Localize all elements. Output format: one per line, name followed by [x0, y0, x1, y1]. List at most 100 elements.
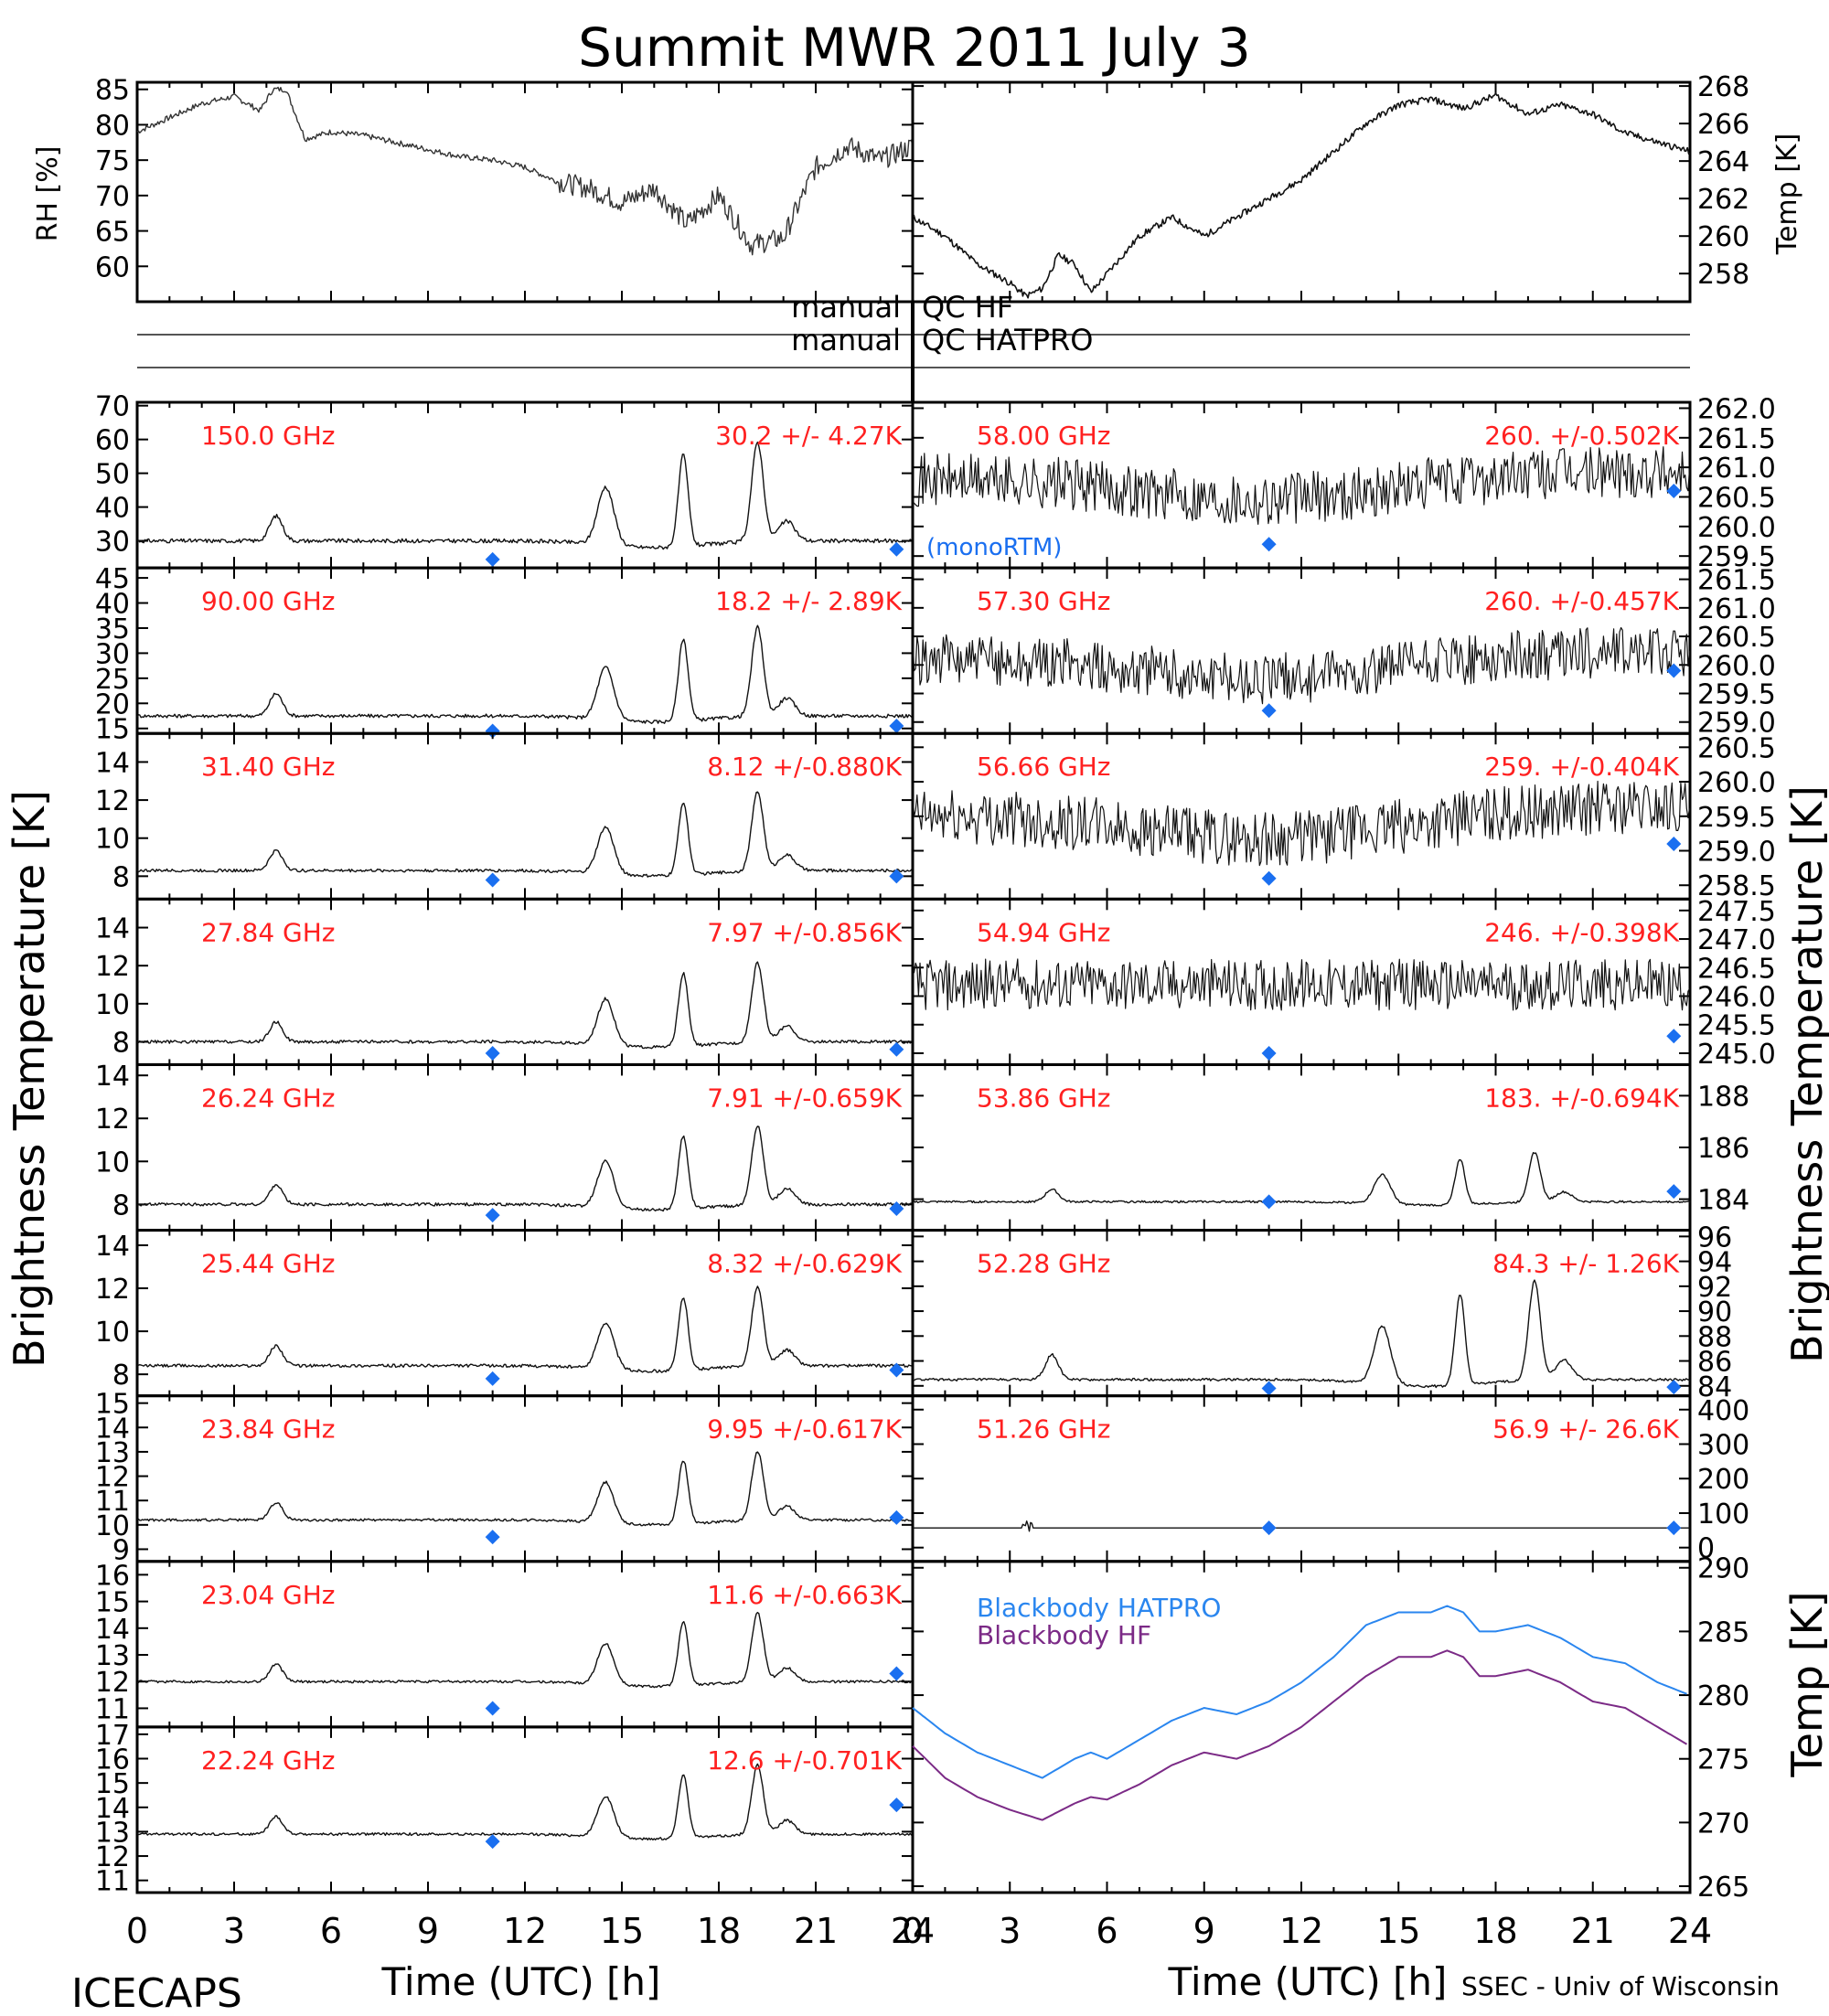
temp_air-ytick-label: 258 [1697, 259, 1749, 291]
x-tick-label-left: 24 [891, 1911, 935, 1951]
tb_23_04-ytick-label: 11 [95, 1693, 130, 1725]
rh-ytick-label: 60 [95, 251, 130, 283]
tb_90-ytick-label: 40 [95, 589, 130, 621]
tb_52_28-stats-label: 84.3 +/- 1.26K [1492, 1249, 1679, 1279]
tb_53_86-stats-label: 183. +/-0.694K [1484, 1083, 1679, 1113]
temp_air-ytick-label: 262 [1697, 184, 1749, 216]
tb_90-ytick-label: 35 [95, 613, 130, 645]
tb_26-freq-label: 26.24 GHz [201, 1083, 336, 1113]
tb_57_30-model-marker [1666, 663, 1682, 678]
tb_51_26-series-line [913, 1520, 1690, 1532]
tb_27-ytick-label: 12 [95, 951, 130, 983]
tb_23_84-ytick-label: 13 [95, 1437, 130, 1469]
tb_58-model-marker [1261, 537, 1277, 552]
tb_27-stats-label: 7.97 +/-0.856K [707, 917, 902, 947]
tb_58-ytick-label: 262.0 [1697, 393, 1776, 425]
tb_90-series-line [136, 624, 914, 724]
tb_90-ytick-label: 45 [95, 563, 130, 595]
tb_25-series-line [136, 1285, 914, 1373]
tb_22-ytick-label: 13 [95, 1817, 130, 1849]
x-tick-label-right: 18 [1473, 1911, 1517, 1951]
tb_54_94-ytick-label: 245.5 [1697, 1010, 1776, 1042]
tb_31-ytick-label: 8 [112, 861, 130, 893]
footer-right: SSEC - Univ of Wisconsin [1461, 1971, 1780, 2001]
x-tick-label-right: 0 [902, 1911, 924, 1951]
tb_27-model-marker [485, 1045, 500, 1061]
x-tick-label-left: 3 [223, 1911, 245, 1951]
temp_air-ytick-label: 268 [1697, 71, 1749, 103]
tb_54_94-ytick-label: 246.5 [1697, 953, 1776, 985]
tb_22-freq-label: 22.24 GHz [201, 1745, 336, 1776]
tb_58-ytick-label: 260.0 [1697, 512, 1776, 544]
tb_31-freq-label: 31.40 GHz [201, 752, 336, 782]
x-tick-label-left: 12 [503, 1911, 547, 1951]
tb_150-series-line [136, 441, 914, 550]
tb_90-ytick-label: 20 [95, 688, 130, 720]
tb_22-ytick-label: 12 [95, 1841, 130, 1873]
tb_51_26-freq-label: 51.26 GHz [977, 1414, 1111, 1445]
tb_90-model-marker [889, 718, 904, 733]
tb_23_84-model-marker [485, 1530, 500, 1545]
x-tick-label-left: 6 [320, 1911, 342, 1951]
tb_52_28-series-line [912, 1279, 1691, 1389]
tb_56_66-series-line [912, 780, 1691, 867]
tb_23_84-series-line [136, 1451, 914, 1527]
tb_57_30-stats-label: 260. +/-0.457K [1484, 586, 1679, 616]
tb_26-model-marker [485, 1208, 500, 1223]
x-tick-label-left: 9 [417, 1911, 439, 1951]
tb_23_04-stats-label: 11.6 +/-0.663K [707, 1580, 902, 1610]
tb_51_26-model-marker [1261, 1520, 1277, 1536]
tb_22-model-marker [889, 1797, 904, 1813]
tb_54_94-ytick-label: 247.5 [1697, 896, 1776, 928]
tb_54_94-series-line [912, 958, 1691, 1011]
footer-left: ICECAPS [71, 1970, 242, 2011]
tb_56_66-stats-label: 259. +/-0.404K [1484, 752, 1679, 782]
tb_23_84-model-marker [889, 1509, 904, 1525]
tb_53_86-ytick-label: 188 [1697, 1081, 1749, 1113]
tb_57_30-series-line [912, 626, 1691, 705]
blackbody-legend-0: Blackbody HATPRO [977, 1593, 1221, 1623]
tb_56_66-freq-label: 56.66 GHz [977, 752, 1111, 782]
x-tick-label-left: 18 [697, 1911, 741, 1951]
tb_53_86-series-line [912, 1151, 1691, 1207]
tb_52_28-ytick-label: 88 [1697, 1321, 1732, 1353]
tb_23_04-freq-label: 23.04 GHz [201, 1580, 336, 1610]
qc-row-label: manual [791, 323, 901, 357]
blackbody-legend-1: Blackbody HF [977, 1620, 1151, 1650]
tb_150-ytick-label: 40 [95, 493, 130, 525]
x-tick-label-right: 12 [1279, 1911, 1323, 1951]
temp_air-ytick-label: 260 [1697, 221, 1749, 253]
x-tick-label-right: 3 [999, 1911, 1021, 1951]
tb_150-ytick-label: 30 [95, 527, 130, 559]
tb_26-stats-label: 7.91 +/-0.659K [707, 1083, 902, 1113]
tb_58-ytick-label: 261.5 [1697, 423, 1776, 455]
tb_150-ytick-label: 50 [95, 459, 130, 491]
tb_23_04-ytick-label: 16 [95, 1560, 130, 1592]
tb_25-ytick-label: 8 [112, 1360, 130, 1392]
tb_150-stats-label: 30.2 +/- 4.27K [715, 421, 902, 451]
tb_57_30-ytick-label: 259.5 [1697, 679, 1776, 711]
tb_27-ytick-label: 10 [95, 989, 130, 1021]
blackbody-ytick-label: 275 [1697, 1744, 1749, 1776]
tb_90-ytick-label: 30 [95, 638, 130, 670]
tb_56_66-model-marker [1666, 836, 1682, 851]
blackbody-ytick-label: 290 [1697, 1553, 1749, 1585]
tb_57_30-ytick-label: 260.0 [1697, 650, 1776, 682]
tb_23_84-ytick-label: 10 [95, 1510, 130, 1542]
tb_53_86-freq-label: 53.86 GHz [977, 1083, 1111, 1113]
tb_31-model-marker [889, 869, 904, 884]
temp_air-ytick-label: 266 [1697, 109, 1749, 141]
blackbody-axis-label: Temp [K] [1782, 1591, 1829, 1777]
tb_150-legend-text: (monoRTM) [926, 534, 1062, 561]
tb_58-freq-label: 58.00 GHz [977, 421, 1111, 451]
tb_58-ytick-label: 259.5 [1697, 541, 1776, 573]
tb_26-series-line [136, 1125, 914, 1212]
tb_31-stats-label: 8.12 +/-0.880K [707, 752, 902, 782]
tb_25-stats-label: 8.32 +/-0.629K [707, 1249, 902, 1279]
tb_27-ytick-label: 14 [95, 913, 130, 945]
tb_26-ytick-label: 14 [95, 1061, 130, 1093]
x-tick-label-right: 15 [1376, 1911, 1420, 1951]
tb_52_28-model-marker [1666, 1380, 1682, 1395]
tb_150-model-marker [889, 541, 904, 557]
